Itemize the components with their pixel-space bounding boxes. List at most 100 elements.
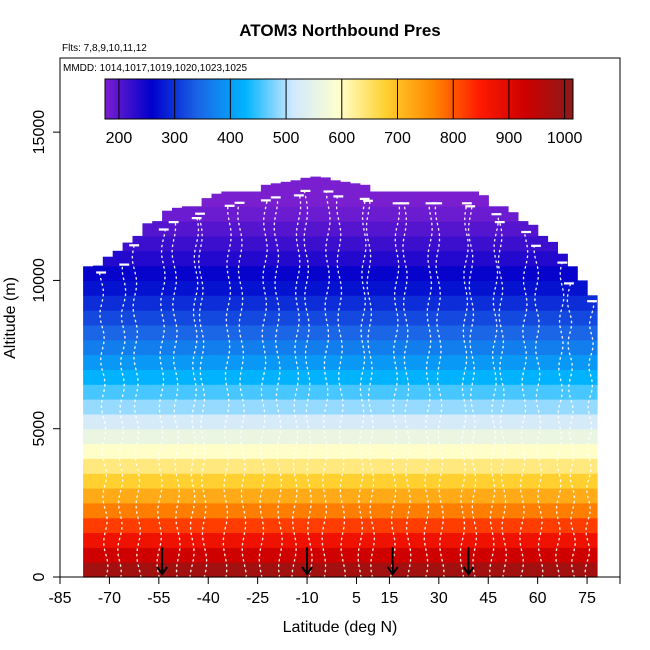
heatmap-cell	[231, 562, 242, 578]
heatmap-cell	[419, 547, 430, 563]
heatmap-cell	[92, 443, 104, 459]
heatmap-cell	[221, 502, 232, 519]
heatmap-cell	[438, 221, 450, 237]
heatmap-cell	[379, 354, 390, 370]
heatmap-cell	[122, 339, 134, 356]
heatmap-cell	[498, 562, 509, 578]
heatmap-cell	[488, 517, 499, 534]
heatmap-cell	[191, 221, 203, 237]
heatmap-cell	[152, 295, 163, 311]
flight-profile	[222, 205, 232, 578]
colorbar	[104, 78, 574, 120]
heatmap-cell	[300, 473, 311, 489]
heatmap-cell	[300, 428, 311, 445]
heatmap-cell	[537, 502, 549, 519]
heatmap-cell	[280, 354, 292, 370]
heatmap-cell	[547, 369, 558, 385]
heatmap-cell	[181, 250, 193, 267]
heatmap-cell	[478, 265, 489, 281]
heatmap-cell	[201, 532, 213, 548]
heatmap-cell	[577, 532, 588, 548]
heatmap-cell	[468, 517, 479, 534]
heatmap-cell	[112, 265, 124, 281]
flight-profile	[390, 202, 401, 578]
heatmap-cell	[399, 547, 410, 563]
heatmap-cell	[409, 428, 420, 445]
heatmap-cell	[379, 502, 390, 519]
heatmap-cell	[172, 250, 183, 267]
heatmap-cell	[498, 532, 509, 548]
heatmap-cell	[260, 191, 272, 207]
heatmap-cell	[517, 235, 529, 252]
x-tick-label: 30	[430, 590, 448, 607]
heatmap-cell	[231, 310, 242, 326]
heatmap-cell	[191, 354, 203, 370]
heatmap-cell	[577, 517, 588, 534]
heatmap-cell	[488, 443, 499, 459]
heatmap-cell	[438, 324, 450, 341]
heatmap-cell	[231, 399, 242, 415]
heatmap-cell	[211, 295, 222, 311]
heatmap-cell	[201, 547, 213, 563]
heatmap-cell	[122, 443, 134, 459]
heatmap-cell	[547, 310, 558, 326]
heatmap-cell	[478, 532, 489, 548]
heatmap-cell	[369, 428, 381, 445]
heatmap-cell	[221, 413, 232, 430]
heatmap-cell	[83, 473, 94, 489]
heatmap-cell	[280, 324, 292, 341]
heatmap-cell	[428, 443, 440, 459]
heatmap-cell	[379, 250, 390, 267]
heatmap-cell	[211, 384, 222, 400]
heatmap-cell	[508, 502, 519, 519]
heatmap-cell	[359, 502, 371, 519]
heatmap-cell	[201, 198, 213, 207]
heatmap-cell	[369, 517, 381, 534]
heatmap-cell	[577, 339, 588, 356]
heatmap-cell	[527, 339, 539, 356]
heatmap-cell	[132, 250, 143, 267]
heatmap-cell	[231, 458, 242, 474]
heatmap-cell	[122, 250, 134, 267]
heatmap-cell	[379, 488, 390, 504]
heatmap-cell	[310, 502, 321, 519]
heatmap-cell	[340, 399, 351, 415]
heatmap-cell	[310, 354, 321, 370]
heatmap-cell	[478, 502, 489, 519]
heatmap-cell	[102, 339, 114, 356]
heatmap-cell	[428, 235, 440, 252]
heatmap-cell	[587, 502, 598, 519]
heatmap-cell	[369, 413, 381, 430]
heatmap-cell	[340, 547, 351, 563]
heatmap-cell	[300, 443, 311, 459]
heatmap-cell	[260, 384, 272, 400]
heatmap-cell	[587, 399, 598, 415]
heatmap-cell	[92, 517, 104, 534]
heatmap-cell	[270, 473, 282, 489]
heatmap-cell	[419, 265, 430, 281]
heatmap-cell	[211, 193, 222, 207]
heatmap-cell	[260, 532, 272, 548]
heatmap-cell	[270, 354, 282, 370]
heatmap-cell	[132, 399, 143, 415]
heatmap-cell	[409, 354, 420, 370]
heatmap-cell	[409, 235, 420, 252]
heatmap-cell	[508, 458, 519, 474]
flight-profile	[365, 200, 376, 578]
heatmap-cell	[92, 369, 104, 385]
heatmap-cell	[428, 517, 440, 534]
heatmap-cell	[251, 339, 262, 356]
heatmap-cell	[340, 428, 351, 445]
flight-profile	[533, 245, 544, 578]
heatmap-cell	[300, 265, 311, 281]
heatmap-cell	[162, 413, 173, 430]
heatmap-cell	[290, 488, 302, 504]
heatmap-cell	[172, 265, 183, 281]
heatmap-cell	[448, 458, 460, 474]
heatmap-cell	[577, 458, 588, 474]
heatmap-cell	[428, 280, 440, 296]
heatmap-cell	[547, 324, 558, 341]
heatmap-cell	[231, 384, 242, 400]
heatmap-cell	[359, 324, 371, 341]
heatmap-cell	[517, 458, 529, 474]
